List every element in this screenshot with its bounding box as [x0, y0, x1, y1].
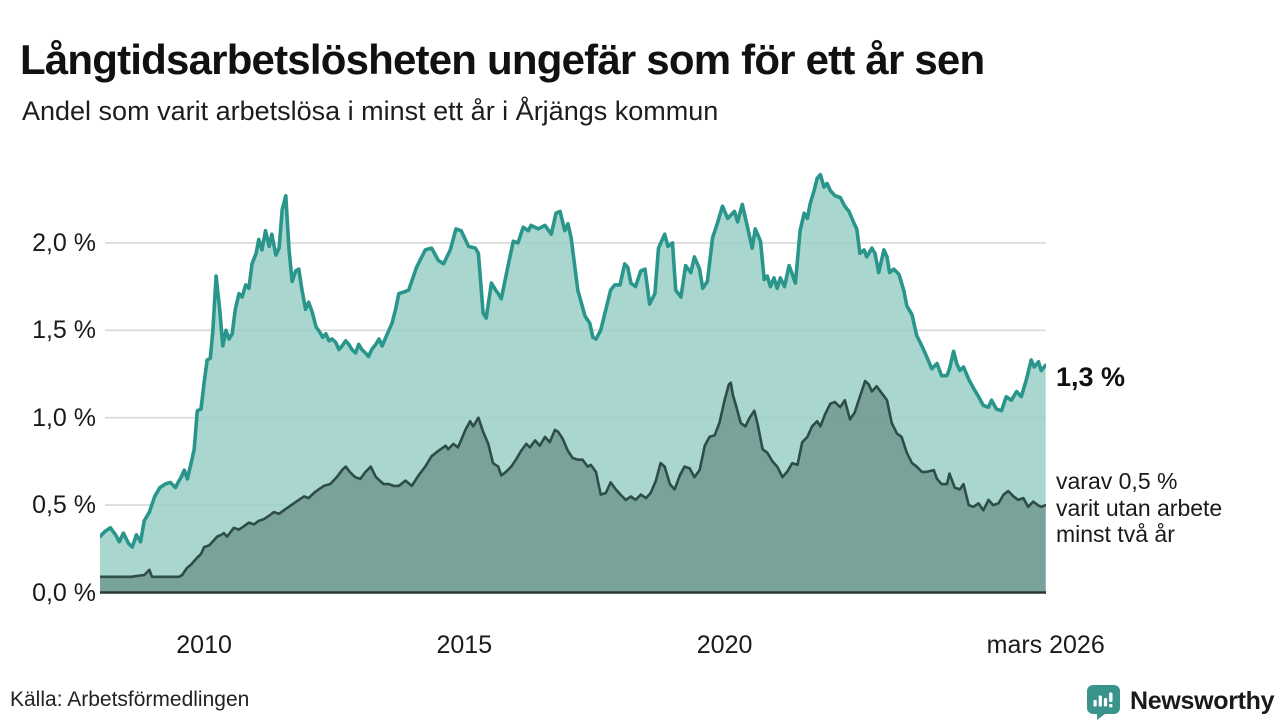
x-axis-label: mars 2026: [986, 631, 1105, 659]
x-axis-label: 2015: [436, 631, 493, 659]
y-axis-label: 1,0 %: [32, 403, 96, 432]
brand-logo: Newsworthy: [1085, 683, 1275, 720]
subset-annotation-line3: minst två år: [1056, 521, 1175, 547]
source-credit: Källa: Arbetsförmedlingen: [10, 688, 250, 711]
y-axis-label: 0,0 %: [32, 578, 96, 607]
latest-value-annotation: 1,3 %: [1056, 362, 1126, 392]
y-axis-label: 0,5 %: [32, 491, 96, 520]
x-axis-label: 2020: [696, 631, 753, 659]
page-title: Långtidsarbetslösheten ungefär som för e…: [20, 36, 985, 84]
subset-annotation: varav 0,5 % varit utan arbete minst två …: [1056, 468, 1222, 548]
subset-annotation-line2: varit utan arbete: [1056, 494, 1223, 521]
subset-annotation-line1: varav 0,5 %: [1056, 468, 1178, 494]
series-line-two-years: [100, 379, 1046, 579]
x-axis-label: 2010: [176, 631, 232, 659]
chart-subtitle: Andel som varit arbetslösa i minst ett å…: [22, 96, 719, 126]
y-axis-label: 2,0 %: [32, 228, 96, 257]
y-axis-label: 1,5 %: [32, 316, 96, 345]
newsworthy-icon: [1087, 685, 1120, 720]
series-line-one-year: [100, 172, 1046, 549]
unemployment-area-chart: [100, 172, 1046, 594]
brand-name: Newsworthy: [1130, 687, 1275, 715]
chart-area: [100, 160, 1046, 596]
